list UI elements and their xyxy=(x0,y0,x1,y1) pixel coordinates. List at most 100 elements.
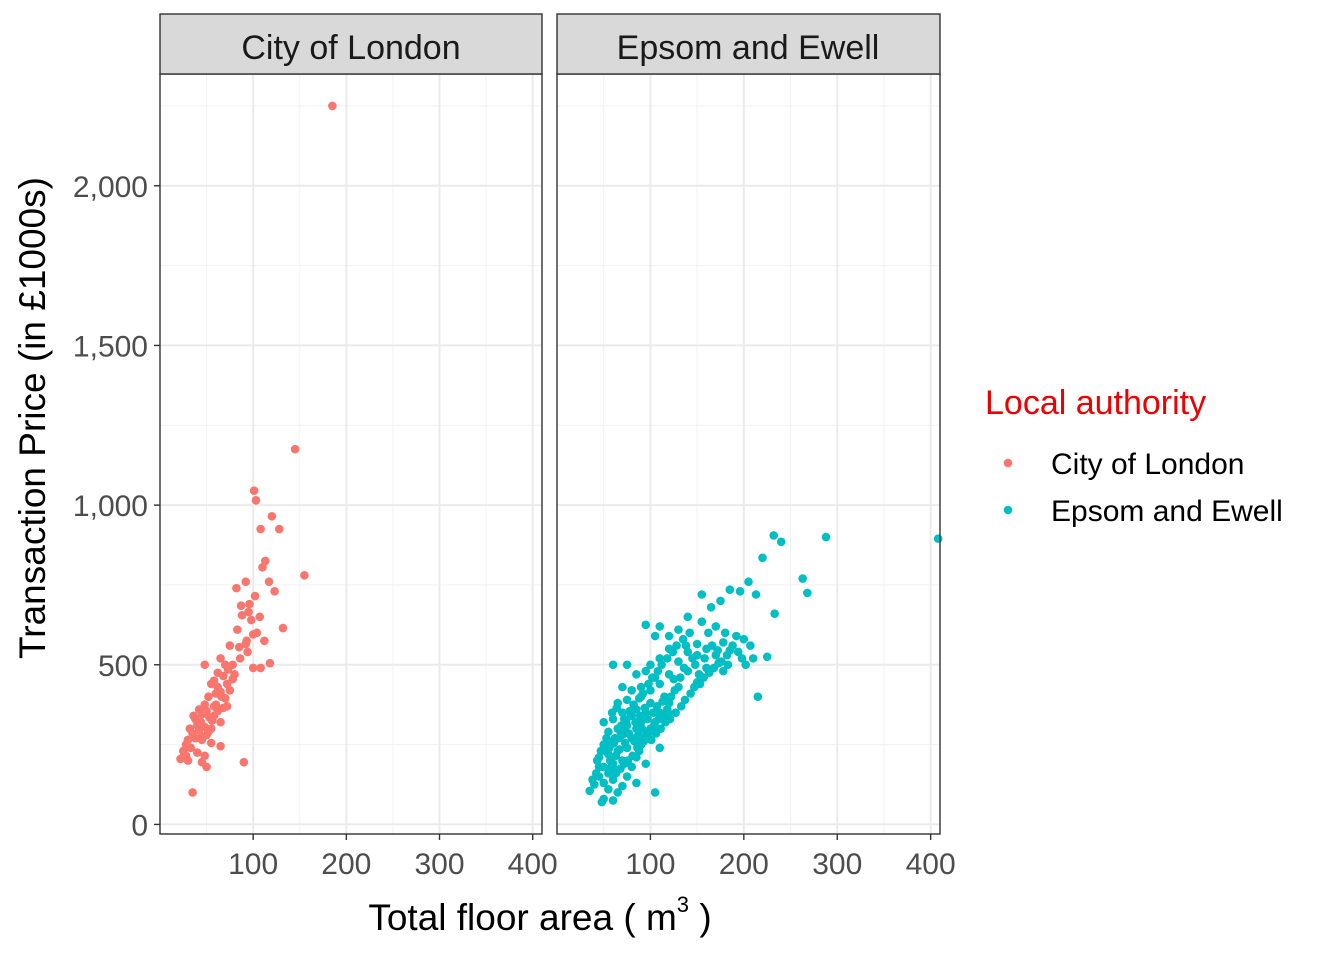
legend-entry-city-of-london: City of London xyxy=(1003,448,1244,481)
data-point xyxy=(655,743,665,753)
data-point xyxy=(604,784,613,794)
data-point xyxy=(217,692,226,701)
data-point xyxy=(676,673,685,682)
x-tick-label: 100 xyxy=(228,848,278,881)
data-point xyxy=(207,716,217,725)
data-point xyxy=(588,775,597,785)
data-point xyxy=(668,647,678,657)
data-point xyxy=(186,743,196,753)
data-point xyxy=(679,663,689,673)
data-point xyxy=(204,692,213,701)
data-point xyxy=(247,615,256,625)
data-point xyxy=(686,689,695,698)
data-point xyxy=(632,778,641,788)
data-point xyxy=(631,717,640,727)
data-point xyxy=(737,654,747,663)
data-point xyxy=(622,695,632,705)
data-point xyxy=(206,679,216,689)
data-point xyxy=(599,778,609,788)
data-point xyxy=(798,574,807,583)
data-point xyxy=(188,788,197,797)
strip-city-of-london: City of London xyxy=(159,13,543,75)
data-point xyxy=(243,647,252,657)
data-point xyxy=(776,537,786,547)
data-point xyxy=(264,577,274,587)
x-tick-label: 200 xyxy=(719,848,769,881)
data-point xyxy=(192,748,202,757)
data-point xyxy=(608,714,618,724)
legend-label-epsom-and-ewell: Epsom and Ewell xyxy=(1051,495,1283,528)
data-point xyxy=(699,673,708,682)
data-point xyxy=(255,612,264,622)
data-point xyxy=(618,682,627,692)
data-point xyxy=(669,674,679,684)
data-point xyxy=(629,700,638,709)
data-point xyxy=(646,660,655,670)
data-point xyxy=(250,591,260,601)
data-point xyxy=(741,660,750,670)
data-point xyxy=(725,585,735,595)
data-point xyxy=(300,571,309,580)
data-point xyxy=(746,641,755,650)
data-point xyxy=(252,628,262,638)
legend-key-city-of-london xyxy=(1003,458,1013,468)
data-point xyxy=(206,738,216,748)
data-point xyxy=(650,788,660,797)
y-tick-label: 0 xyxy=(131,809,148,842)
data-point xyxy=(242,636,251,646)
x-axis-title-suffix: ) xyxy=(689,897,712,938)
data-point xyxy=(233,625,242,634)
data-point xyxy=(648,708,658,717)
data-point xyxy=(204,727,213,737)
data-point xyxy=(672,641,681,650)
data-point xyxy=(196,717,206,727)
data-point xyxy=(653,666,663,676)
data-point xyxy=(713,646,722,655)
data-point xyxy=(670,686,680,695)
data-point xyxy=(697,590,707,599)
y-axis-title: Transaction Price (in £1000s) xyxy=(12,177,53,659)
data-point xyxy=(697,617,707,626)
data-point xyxy=(270,587,279,596)
data-point xyxy=(716,596,725,606)
data-point xyxy=(191,733,200,743)
data-point xyxy=(655,679,665,689)
x-tick-label: 400 xyxy=(906,848,956,881)
data-point xyxy=(695,679,705,689)
data-point xyxy=(197,709,207,719)
data-point xyxy=(728,641,737,650)
data-point xyxy=(216,741,225,751)
data-point xyxy=(258,563,267,572)
ticks-layer: 100 200 300 400 100 200 300 400 0 500 1,000 1,500 2,… xyxy=(73,171,956,881)
data-point xyxy=(615,745,624,754)
legend-entry-epsom-and-ewell: Epsom and Ewell xyxy=(1003,495,1283,528)
data-point xyxy=(647,735,656,745)
data-point xyxy=(592,756,602,765)
legend-key-epsom-and-ewell xyxy=(1003,505,1013,515)
data-point xyxy=(241,577,251,587)
data-point xyxy=(665,714,675,724)
data-point xyxy=(685,628,694,638)
data-point xyxy=(680,695,690,705)
data-point xyxy=(622,772,632,781)
x-axis-title: Total floor area ( m3 ) xyxy=(368,892,711,938)
data-point xyxy=(249,486,259,496)
data-point xyxy=(664,631,674,641)
data-point xyxy=(655,622,665,631)
data-point xyxy=(608,660,618,670)
x-axis-title-main: Total floor area ( m xyxy=(368,897,676,938)
data-point xyxy=(676,701,686,711)
legend: Local authority City of London Epsom and… xyxy=(985,384,1283,528)
y-tick-label: 1,000 xyxy=(73,490,148,523)
data-point xyxy=(714,658,723,668)
y-tick-label: 1,500 xyxy=(73,330,148,363)
data-point xyxy=(711,622,721,631)
data-point xyxy=(671,708,680,717)
x-tick-label: 300 xyxy=(414,848,464,881)
data-point xyxy=(248,663,258,673)
data-point xyxy=(758,553,767,563)
data-point xyxy=(652,701,662,711)
data-point xyxy=(644,679,653,689)
data-point xyxy=(641,666,651,676)
data-point xyxy=(657,660,666,670)
